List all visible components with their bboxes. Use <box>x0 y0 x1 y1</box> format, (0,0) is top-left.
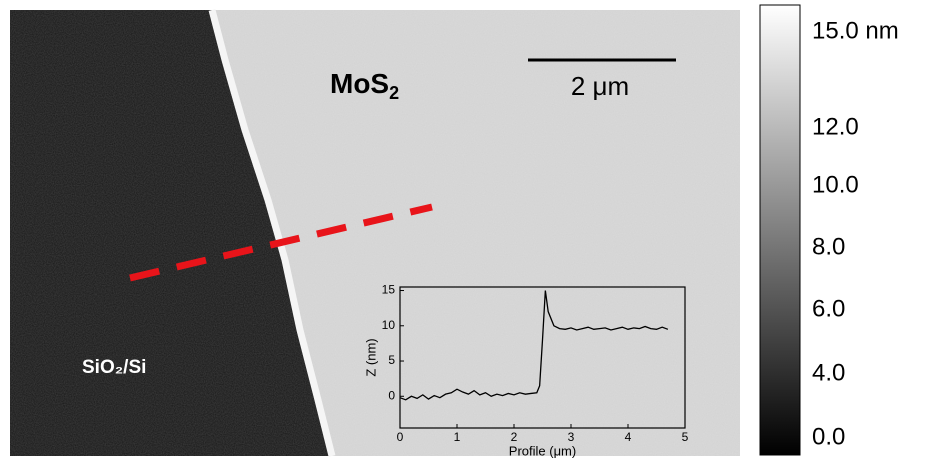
image-noise <box>10 10 740 456</box>
y-tick-label: 10 <box>382 318 396 332</box>
substrate-label: SiO₂/Si <box>82 357 146 378</box>
sample-label: MoS2 <box>330 68 399 102</box>
y-tick-label: 0 <box>388 388 395 402</box>
y-axis-label: Z (nm) <box>363 338 378 376</box>
x-tick-label: 1 <box>454 430 461 444</box>
y-tick-label: 5 <box>388 353 395 367</box>
colorbar-label: 8.0 <box>812 233 845 260</box>
x-tick-label: 5 <box>682 430 689 444</box>
x-tick-label: 2 <box>511 430 518 444</box>
x-tick-label: 3 <box>568 430 575 444</box>
profile-line <box>129 203 433 282</box>
colorbar-label: 15.0 nm <box>812 17 899 44</box>
x-tick-label: 4 <box>625 430 632 444</box>
profile-line <box>399 290 669 401</box>
sample-label-sub: 2 <box>389 83 399 103</box>
colorbar-label: 4.0 <box>812 359 845 386</box>
inset-plot: 0 1 2 3 4 5 0 5 10 15 Profile (μm) Z (nm) <box>363 283 688 459</box>
colorbar <box>759 4 801 456</box>
sample-label-main: MoS <box>330 68 389 99</box>
x-axis-label: Profile (μm) <box>509 443 576 458</box>
colorbar-label: 12.0 <box>812 113 859 140</box>
colorbar-label: 10.0 <box>812 171 859 198</box>
colorbar-label: 0.0 <box>812 423 845 450</box>
y-tick-label: 15 <box>382 283 396 297</box>
colorbar-label: 6.0 <box>812 295 845 322</box>
scale-bar-label: 2 μm <box>571 71 629 101</box>
x-tick-label: 0 <box>397 430 404 444</box>
plot-frame <box>399 286 686 429</box>
colorbar-labels: 15.0 nm 12.0 10.0 8.0 6.0 4.0 0.0 <box>812 17 899 450</box>
